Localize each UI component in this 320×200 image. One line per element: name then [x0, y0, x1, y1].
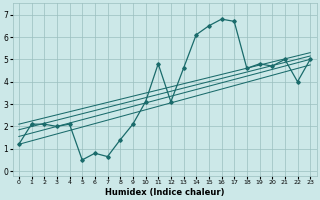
X-axis label: Humidex (Indice chaleur): Humidex (Indice chaleur) — [105, 188, 224, 197]
